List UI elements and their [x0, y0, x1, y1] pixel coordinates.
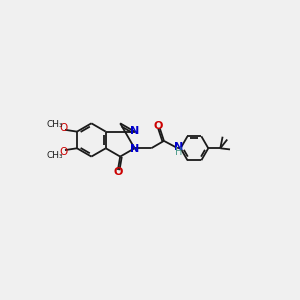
Text: N: N: [130, 126, 140, 136]
Text: O: O: [113, 167, 123, 177]
Text: O: O: [60, 147, 68, 157]
Text: CH₃: CH₃: [47, 151, 63, 160]
Text: O: O: [60, 123, 68, 133]
Text: CH₃: CH₃: [47, 120, 63, 129]
Text: H: H: [175, 147, 182, 157]
Text: O: O: [153, 121, 163, 131]
Text: N: N: [130, 144, 140, 154]
Text: N: N: [174, 142, 183, 152]
